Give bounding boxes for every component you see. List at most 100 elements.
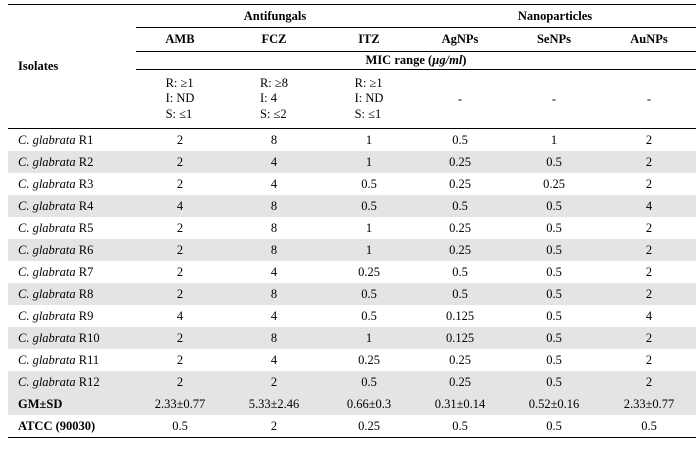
mic-value-cell: 0.125: [445, 308, 475, 323]
range-amb-s: S: ≤1: [165, 106, 193, 121]
isolate-species: C. glabrata: [18, 330, 76, 345]
atcc-cell: 0.5: [136, 415, 224, 438]
table-row: C. glabrata R1 2 8 1 0.5 1 2: [8, 129, 696, 152]
range-amb-r: R: ≥1: [165, 75, 194, 90]
range-amb: R: ≥1 I: ND S: ≤1: [136, 69, 224, 129]
table-row: C. glabrata R9 4 4 0.5 0.125 0.5 4: [8, 305, 696, 327]
antifungals-header: Antifungals: [136, 4, 414, 28]
mic-value-cell: 1: [550, 132, 558, 147]
isolate-name: C. glabrata R10: [8, 327, 136, 349]
mic-range-header: MIC range (µg/ml): [136, 51, 696, 70]
mic-value-cell: 0.5: [506, 239, 602, 261]
mic-table: Isolates Antifungals Nanoparticles AMB F…: [8, 4, 696, 438]
mic-value-cell: 0.5: [452, 132, 468, 147]
table-row: C. glabrata R5 2 8 1 0.25 0.5 2: [8, 217, 696, 239]
mic-value-cell: 2: [176, 220, 184, 235]
isolate-species: C. glabrata: [18, 286, 76, 301]
isolate-name: C. glabrata R4: [8, 195, 136, 217]
isolate-name: C. glabrata R12: [8, 371, 136, 393]
isolate-id: R6: [78, 242, 94, 257]
mic-value-cell: 4: [176, 308, 184, 323]
mic-value-cell: 0.5: [452, 264, 468, 279]
mic-value-cell: 4: [270, 264, 278, 279]
mic-value-cell: 8: [224, 283, 324, 305]
mic-value-cell: 2: [224, 371, 324, 393]
mic-value-cell: 4: [136, 195, 224, 217]
isolate-id: R8: [78, 286, 94, 301]
mic-value-cell: 4: [270, 176, 278, 191]
mic-value-cell: 0.5: [361, 308, 377, 323]
table-row: C. glabrata R7 2 4 0.25 0.5 0.5 2: [8, 261, 696, 283]
isolate-name: C. glabrata R1: [8, 129, 136, 152]
range-itz-s: S: ≤1: [354, 106, 382, 121]
mic-value-cell: 0.25: [414, 151, 506, 173]
isolate-name: C. glabrata R9: [8, 305, 136, 327]
isolate-id: R1: [78, 132, 94, 147]
mic-value-cell: 2: [176, 264, 184, 279]
mic-value-cell: 0.5: [506, 195, 602, 217]
mic-value-cell: 2: [176, 132, 184, 147]
isolate-species: C. glabrata: [18, 308, 76, 323]
isolate-id: R10: [78, 330, 100, 345]
isolate-species: C. glabrata: [18, 264, 76, 279]
mic-value-cell: 0.5: [414, 195, 506, 217]
gm-cell: 0.52±0.16: [506, 393, 602, 415]
mic-value-cell: 0.25: [449, 352, 471, 367]
isolate-name: C. glabrata R8: [8, 283, 136, 305]
mic-value-cell: 1: [324, 327, 414, 349]
table-row: C. glabrata R2 2 4 1 0.25 0.5 2: [8, 151, 696, 173]
isolate-species: C. glabrata: [18, 154, 76, 169]
isolate-name: C. glabrata R5: [8, 217, 136, 239]
range-fcz-i: I: 4: [259, 91, 277, 106]
mic-range-suffix: ): [462, 53, 467, 67]
range-itz-i: I: ND: [354, 91, 384, 106]
range-fcz-r: R: ≥8: [259, 75, 289, 90]
mic-value-cell: 0.5: [506, 283, 602, 305]
mic-value-cell: 1: [324, 151, 414, 173]
atcc-cell: 0.5: [414, 415, 506, 438]
isolate-name: C. glabrata R3: [8, 173, 136, 195]
mic-value-cell: 0.25: [449, 220, 471, 235]
gm-row: GM±SD 2.33±0.77 5.33±2.46 0.66±0.3 0.31±…: [8, 393, 696, 415]
isolate-id: R5: [78, 220, 94, 235]
isolate-species: C. glabrata: [18, 220, 76, 235]
atcc-row: ATCC (90030) 0.5 2 0.25 0.5 0.5 0.5: [8, 415, 696, 438]
mic-value-cell: 4: [645, 308, 653, 323]
mic-range-unit: µg/ml: [432, 53, 463, 67]
table-row: C. glabrata R4 4 8 0.5 0.5 0.5 4: [8, 195, 696, 217]
mic-value-cell: 0.25: [449, 176, 471, 191]
gm-cell: 0.66±0.3: [324, 393, 414, 415]
table-row: C. glabrata R12 2 2 0.5 0.25 0.5 2: [8, 371, 696, 393]
mic-value-cell: 0.5: [414, 283, 506, 305]
mic-value-cell: 4: [270, 308, 278, 323]
range-agnps: -: [414, 69, 506, 129]
mic-value-cell: 0.125: [414, 327, 506, 349]
range-itz-r: R: ≥1: [354, 75, 383, 90]
table-row: C. glabrata R11 2 4 0.25 0.25 0.5 2: [8, 349, 696, 371]
range-fcz: R: ≥8 I: 4 S: ≤2: [224, 69, 324, 129]
isolate-id: R9: [78, 308, 94, 323]
mic-value-cell: 2: [602, 283, 696, 305]
mic-value-cell: 0.5: [324, 195, 414, 217]
col-header-aunps: AuNPs: [602, 27, 696, 52]
atcc-cell: 2: [224, 415, 324, 438]
table-row: C. glabrata R8 2 8 0.5 0.5 0.5 2: [8, 283, 696, 305]
mic-value-cell: 2: [136, 239, 224, 261]
mic-value-cell: 2: [136, 371, 224, 393]
isolate-id: R2: [78, 154, 94, 169]
mic-value-cell: 0.25: [543, 176, 565, 191]
mic-value-cell: 0.5: [546, 264, 562, 279]
atcc-cell: 0.5: [602, 415, 696, 438]
mic-value-cell: 0.5: [324, 283, 414, 305]
mic-value-cell: 0.25: [414, 371, 506, 393]
mic-value-cell: 0.5: [546, 220, 562, 235]
mic-value-cell: 8: [224, 327, 324, 349]
data-rows: C. glabrata R1 2 8 1 0.5 1 2 C. glabrata R2 2 4 1 0…: [8, 129, 696, 393]
mic-value-cell: 2: [176, 352, 184, 367]
mic-value-cell: 2: [176, 176, 184, 191]
isolate-id: R12: [78, 374, 100, 389]
gm-cell: 0.31±0.14: [414, 393, 506, 415]
mic-value-cell: 2: [645, 132, 653, 147]
mic-value-cell: 2: [645, 220, 653, 235]
